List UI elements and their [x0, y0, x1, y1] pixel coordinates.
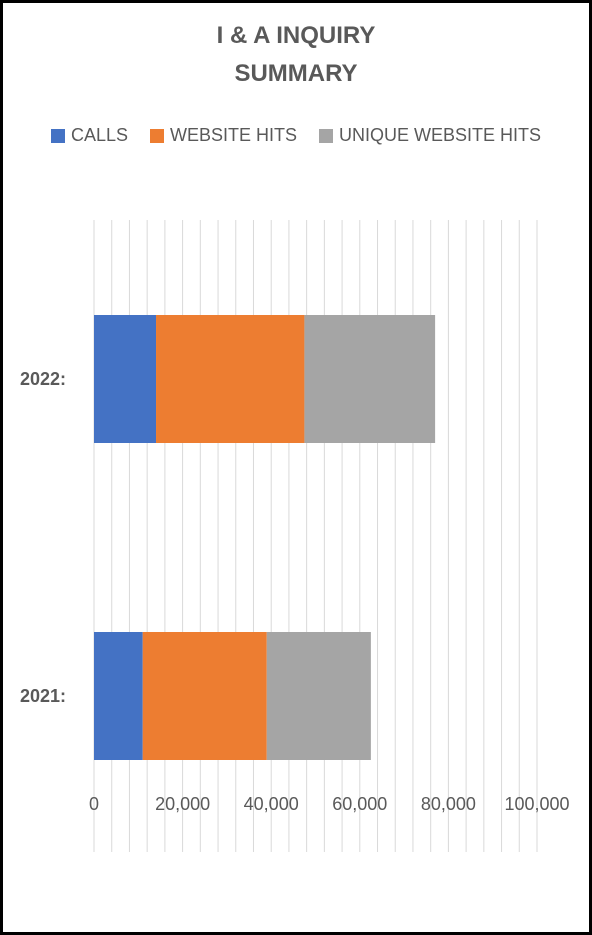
- legend-label-website-hits: WEBSITE HITS: [170, 125, 298, 145]
- chart-title-line-1: I & A INQUIRY: [216, 22, 376, 49]
- legend-item-calls: CALLS: [50, 125, 128, 146]
- category-label: 2022:: [20, 369, 66, 389]
- x-tick-label: 40,000: [244, 794, 299, 814]
- legend-item-website-hits: WEBSITE HITS: [150, 125, 297, 146]
- x-tick-label: 20,000: [155, 794, 210, 814]
- category-label: 2021:: [20, 686, 66, 706]
- x-tick-label: 80,000: [421, 794, 476, 814]
- legend-swatch-website-hits: [150, 128, 164, 143]
- x-tick-label: 0: [89, 794, 99, 814]
- chart-legend: CALLS WEBSITE HITS UNIQUE WEBSITE HITS: [3, 125, 589, 146]
- bar-calls-2022: [94, 315, 157, 443]
- bar-unique-website-hits-2021: [266, 632, 371, 760]
- bar-website-hits-2022: [156, 315, 305, 443]
- bar-calls-2021: [94, 632, 143, 760]
- legend-label-unique-website-hits: UNIQUE WEBSITE HITS: [339, 125, 542, 145]
- x-tick-label: 60,000: [332, 794, 387, 814]
- x-tick-label: 100,000: [504, 794, 569, 814]
- legend-swatch-calls: [50, 128, 65, 143]
- legend-label-calls: CALLS: [70, 125, 128, 145]
- legend-swatch-unique-website-hits: [319, 128, 334, 143]
- legend-item-unique-website-hits: UNIQUE WEBSITE HITS: [319, 125, 541, 146]
- chart-title-line-2: SUMMARY: [234, 60, 358, 87]
- bar-unique-website-hits-2022: [304, 315, 436, 443]
- bar-website-hits-2021: [142, 632, 267, 760]
